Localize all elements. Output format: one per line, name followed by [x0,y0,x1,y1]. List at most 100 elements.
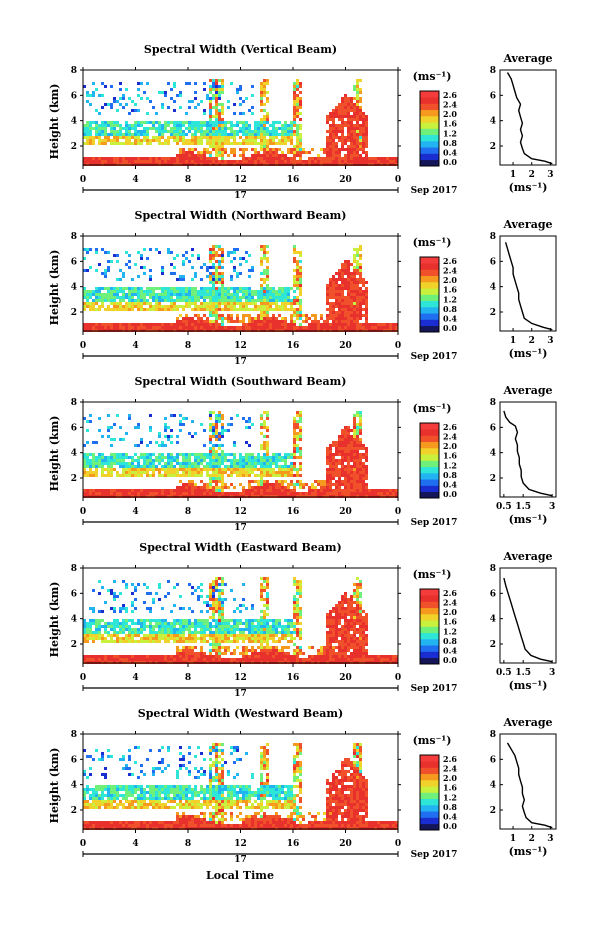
heatmap-cell [338,296,341,299]
heatmap-cell [170,453,173,456]
heatmap-cell [137,634,140,637]
heatmap-cell [380,323,383,326]
heatmap-cell [110,465,113,468]
heatmap-cell [170,468,173,471]
heatmap-cell [230,275,233,278]
heatmap-cell [164,160,167,163]
heatmap-cell [353,305,356,308]
heatmap-cell [215,272,218,275]
heatmap-cell [290,483,293,486]
avg-y-tick-label: 2 [490,142,496,152]
heatmap-cell [374,489,377,492]
heatmap-cell [221,450,224,453]
heatmap-cell [332,115,335,118]
heatmap-cell [338,302,341,305]
heatmap-cell [176,652,179,655]
heatmap-cell [167,293,170,296]
heatmap-cell [221,127,224,130]
heatmap-cell [251,157,254,160]
colorbar-swatch [420,128,439,136]
heatmap-cell [338,118,341,121]
heatmap-cell [209,130,212,133]
heatmap-cell [215,459,218,462]
heatmap-cell [188,465,191,468]
heatmap-cell [167,160,170,163]
heatmap-cell [173,290,176,293]
heatmap-cell [356,151,359,154]
heatmap-cell [254,151,257,154]
heatmap-cell [215,625,218,628]
colorbar-swatch [420,109,439,117]
heatmap-cell [212,296,215,299]
heatmap-cell [287,302,290,305]
heatmap-cell [209,287,212,290]
heatmap-cell [155,293,158,296]
heatmap-cell [284,486,287,489]
heatmap-cell [245,465,248,468]
heatmap-cell [218,486,221,489]
heatmap-cell [119,157,122,160]
heatmap-cell [149,492,152,495]
heatmap-cell [263,136,266,139]
heatmap-cell [98,625,101,628]
heatmap-cell [257,483,260,486]
heatmap-cell [209,323,212,326]
heatmap-cell [167,323,170,326]
heatmap-cell [251,139,254,142]
heatmap-cell [197,317,200,320]
heatmap-cell [356,284,359,287]
heatmap-cell [194,305,197,308]
heatmap-cell [341,320,344,323]
heatmap-cell [338,290,341,293]
heatmap-cell [353,287,356,290]
heatmap-cell [86,305,89,308]
heatmap-cell [260,284,263,287]
heatmap-cell [197,655,200,658]
heatmap-cell [227,429,230,432]
heatmap-cell [362,115,365,118]
heatmap-cell [212,426,215,429]
heatmap-cell [341,456,344,459]
heatmap-cell [212,658,215,661]
heatmap-cell [149,628,152,631]
heatmap-cell [197,471,200,474]
heatmap-cell [95,634,98,637]
heatmap-cell [272,127,275,130]
heatmap-cell [293,278,296,281]
heatmap-cell [197,658,200,661]
heatmap-cell [179,414,182,417]
heatmap-cell [386,157,389,160]
heatmap-cell [281,160,284,163]
heatmap-cell [194,82,197,85]
heatmap-cell [185,251,188,254]
heatmap-cell [332,314,335,317]
heatmap-cell [263,305,266,308]
heatmap-cell [245,296,248,299]
heatmap-cell [170,625,173,628]
heatmap-cell [332,459,335,462]
heatmap-cell [86,634,89,637]
heatmap-cell [116,453,119,456]
heatmap-cell [200,628,203,631]
heatmap-cell [185,417,188,420]
heatmap-cell [161,637,164,640]
heatmap-cell [221,130,224,133]
heatmap-cell [359,459,362,462]
heatmap-cell [200,631,203,634]
heatmap-cell [89,414,92,417]
heatmap-cell [356,477,359,480]
heatmap-cell [92,157,95,160]
heatmap-cell [215,299,218,302]
heatmap-cell [122,160,125,163]
heatmap-cell [359,426,362,429]
heatmap-cell [167,438,170,441]
heatmap-cell [341,311,344,314]
avg-x-axis-label: (ms⁻¹) [509,513,548,526]
heatmap-cell [128,474,131,477]
heatmap-cell [227,465,230,468]
heatmap-cell [365,299,368,302]
heatmap-cell [125,133,128,136]
heatmap-cell [176,471,179,474]
heatmap-cell [326,489,329,492]
heatmap-cell [347,112,350,115]
